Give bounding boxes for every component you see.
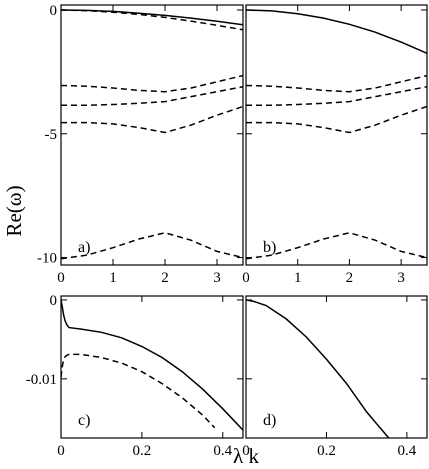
- x-tick-label: 2: [161, 270, 169, 286]
- series-line-dashed: [246, 232, 427, 260]
- x-tick-label: 0.2: [317, 443, 336, 459]
- plot-frame: [60, 295, 244, 439]
- panel-d: 0 0.2 0.4 d): [242, 295, 428, 459]
- series-line-solid: [61, 9, 243, 26]
- series-line-dashed: [61, 232, 243, 260]
- series-line-dashed: [246, 74, 427, 93]
- x-tick-label: 0: [57, 443, 65, 459]
- series-line-dashed: [61, 105, 243, 134]
- series-line-solid: [246, 299, 390, 438]
- panel-label: d): [263, 412, 276, 429]
- panel-b: 0 1 2 3 b): [242, 4, 428, 286]
- x-tick-label: 0: [242, 443, 250, 459]
- series-line-dashed: [61, 9, 243, 31]
- x-tick-label: 0.4: [213, 443, 232, 459]
- plot-frame: [245, 4, 428, 266]
- y-tick-label: -0.01: [26, 372, 57, 388]
- plot-frame: [245, 295, 428, 439]
- panel-label: b): [263, 239, 276, 256]
- series-line-dashed: [61, 353, 216, 429]
- plot-frame: [60, 4, 244, 266]
- series-line-dashed: [246, 85, 427, 107]
- x-tick-label: 0.2: [133, 443, 152, 459]
- x-tick-label: 2: [346, 270, 354, 286]
- series-line-dashed: [61, 74, 243, 93]
- x-tick-label: 1: [294, 270, 302, 286]
- x-tick-label: 1: [109, 270, 117, 286]
- y-axis-title: Re(ω): [2, 185, 26, 236]
- panel-label: c): [78, 412, 90, 429]
- y-tick-label: 0: [50, 3, 58, 19]
- y-tick-label: -5: [45, 127, 58, 143]
- series-line-dashed: [246, 105, 427, 134]
- x-tick-label: 0: [57, 270, 65, 286]
- panel-a: 0 1 2 3 0 -5 -10 a): [37, 3, 244, 286]
- series-line-solid: [61, 299, 243, 431]
- panel-label: a): [78, 239, 90, 256]
- x-axis-title: λ k: [233, 444, 259, 468]
- series-line-dashed: [61, 85, 243, 107]
- y-tick-label: 0: [50, 293, 58, 309]
- x-tick-label: 0.4: [398, 443, 417, 459]
- panel-c: 0 0.2 0.4 0 -0.01 c): [26, 293, 244, 459]
- x-tick-label: 3: [213, 270, 221, 286]
- series-line-solid: [246, 9, 427, 54]
- x-tick-label: 0: [242, 270, 250, 286]
- y-tick-label: -10: [37, 251, 57, 267]
- x-tick-label: 3: [397, 270, 405, 286]
